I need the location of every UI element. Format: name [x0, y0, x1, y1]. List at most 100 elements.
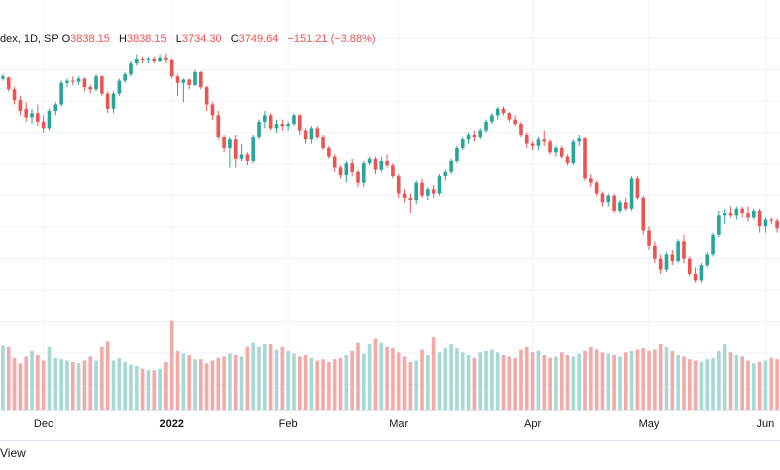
candle-body — [420, 182, 424, 196]
candle — [420, 178, 424, 198]
candle-body — [612, 195, 616, 211]
candle — [385, 154, 389, 168]
candle — [1, 74, 5, 81]
ohlc-legend: dex, 1D, SP O3838.15 H3838.15 L3734.30 C… — [0, 33, 376, 45]
footer-view-link[interactable]: View — [0, 446, 26, 460]
candle-body — [356, 171, 360, 183]
volume-bars — [1, 320, 779, 411]
volume-bar — [53, 357, 58, 410]
candle-body — [321, 137, 325, 148]
candle — [693, 267, 698, 283]
candle-body — [460, 139, 465, 148]
candle — [338, 165, 343, 179]
candle-body — [490, 115, 494, 122]
candle-body — [245, 154, 250, 161]
volume-bar — [82, 360, 87, 410]
volume-bar — [105, 341, 110, 410]
candle — [303, 128, 308, 144]
volume-bar — [309, 357, 314, 410]
candle-body — [542, 139, 547, 142]
candle-body — [41, 121, 46, 129]
volume-bar — [344, 355, 349, 410]
candle-body — [193, 71, 197, 85]
volume-bar — [542, 355, 547, 410]
volume-bar — [385, 346, 389, 410]
candle — [484, 119, 488, 133]
candle — [134, 54, 139, 66]
candle-body — [426, 189, 430, 196]
candle-body — [263, 115, 267, 122]
candle — [775, 218, 779, 233]
candle-body — [687, 258, 692, 274]
candle — [408, 193, 413, 214]
candle-body — [623, 202, 628, 209]
candle-body — [676, 241, 680, 261]
candle-body — [414, 182, 418, 201]
close-label: C — [230, 33, 239, 45]
candle-body — [653, 245, 657, 259]
candle-body — [88, 87, 93, 90]
volume-bar — [134, 366, 139, 410]
volume-bar — [391, 348, 395, 411]
candle-body — [274, 124, 279, 129]
candle-body — [443, 171, 448, 177]
candle-body — [216, 115, 221, 138]
volume-bar — [100, 346, 104, 410]
volume-bar — [76, 363, 81, 410]
candle — [664, 252, 669, 272]
volume-bar — [606, 353, 611, 411]
candle — [251, 134, 256, 164]
volume-bar — [59, 359, 63, 411]
candle-body — [129, 63, 133, 75]
candle — [530, 141, 535, 151]
candle-body — [204, 87, 209, 105]
candle-body — [146, 58, 151, 60]
volume-bar — [274, 349, 279, 410]
candle — [728, 206, 733, 218]
candle — [513, 115, 517, 127]
volume-bar — [210, 360, 215, 410]
volume-bar — [746, 360, 750, 410]
candle-body — [629, 178, 634, 209]
candle — [449, 158, 453, 174]
candle — [391, 163, 395, 179]
candle — [647, 226, 651, 251]
x-tick-label: 2022 — [159, 418, 183, 430]
candle — [181, 78, 186, 103]
candle — [309, 126, 314, 144]
candle-body — [519, 124, 523, 135]
candle — [59, 80, 63, 107]
candle — [315, 126, 320, 140]
volume-bar — [530, 352, 535, 410]
volume-bar — [717, 350, 721, 411]
candle-body — [36, 113, 40, 122]
volume-bar — [682, 356, 686, 411]
volume-bar — [41, 360, 46, 410]
candle-body — [123, 74, 127, 81]
volume-bar — [577, 353, 581, 411]
volume-bar — [722, 344, 727, 410]
candle-body — [280, 124, 285, 127]
candle-body — [164, 57, 168, 60]
volume-bar — [297, 356, 302, 411]
candle-body — [589, 178, 593, 183]
candle-body — [94, 76, 98, 90]
volume-bar — [559, 352, 564, 410]
volume-bar — [402, 356, 407, 411]
x-tick-label: Jun — [757, 418, 775, 430]
candle-body — [228, 139, 232, 148]
volume-bar — [280, 346, 285, 410]
candle-body — [239, 154, 244, 159]
candle-body — [367, 158, 372, 164]
volume-bar — [437, 352, 442, 410]
volume-bar — [123, 361, 127, 411]
candle — [30, 108, 34, 125]
candle — [82, 77, 87, 92]
candle-body — [309, 128, 314, 140]
candle — [222, 134, 226, 153]
time-axis: Dec 2022 Feb Mar Apr May Jun — [34, 418, 774, 430]
candle — [274, 119, 279, 133]
candle-body — [408, 197, 413, 201]
volume-bar — [548, 357, 552, 410]
